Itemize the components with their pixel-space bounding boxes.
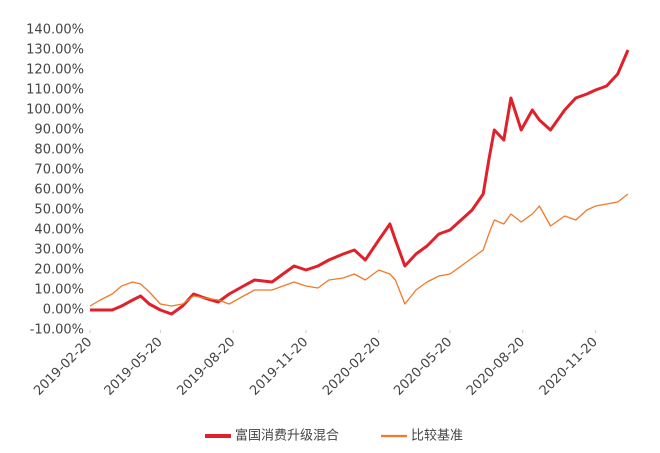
y-tick-label: 100.00% [26, 103, 84, 118]
y-tick-label: 40.00% [34, 223, 84, 238]
y-tick-label: 60.00% [34, 183, 84, 198]
y-tick-label: 130.00% [26, 43, 84, 58]
series-line [90, 49, 630, 316]
y-tick-label: 90.00% [34, 123, 84, 138]
series-line [89, 193, 629, 307]
y-tick-label: 20.00% [34, 263, 84, 278]
y-tick-label: 110.00% [26, 83, 84, 98]
legend-label: 比较基准 [411, 429, 463, 444]
y-tick-label: 0.00% [43, 303, 84, 318]
y-tick-label: 30.00% [34, 243, 84, 258]
legend-label: 富国消费升级混合 [235, 428, 339, 444]
y-tick-label: 80.00% [34, 143, 84, 158]
y-tick-label: 70.00% [34, 163, 84, 178]
y-tick-label: 120.00% [26, 63, 84, 78]
y-tick-label: -10.00% [30, 323, 84, 338]
y-tick-label: 140.00% [26, 23, 84, 38]
y-tick-label: 50.00% [34, 203, 84, 218]
y-tick-label: 10.00% [34, 283, 84, 298]
